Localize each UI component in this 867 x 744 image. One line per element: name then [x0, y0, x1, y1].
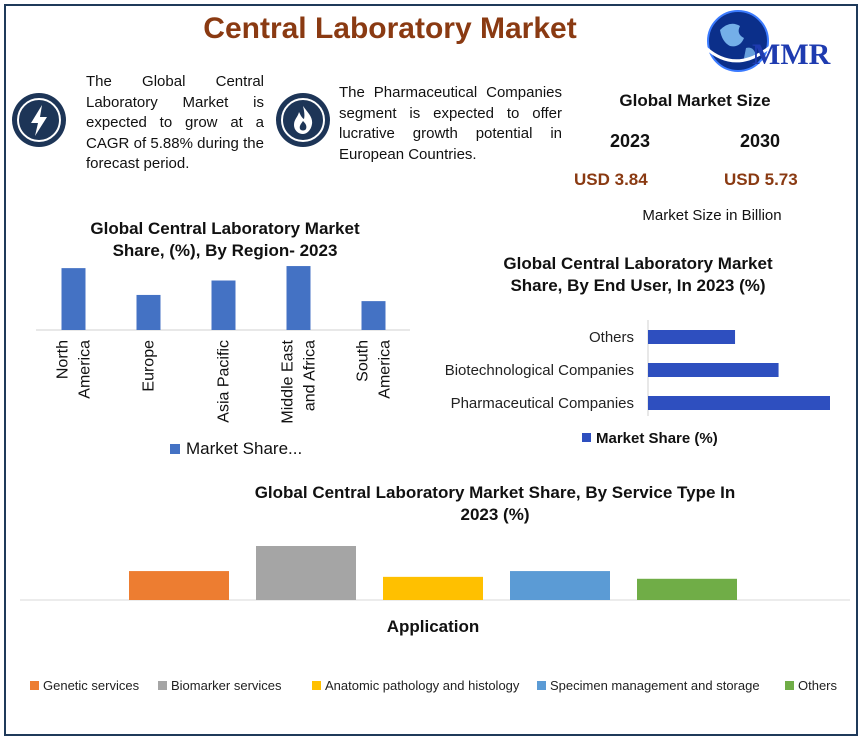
- region-chart: North America Europe Asia Pacific Middle Eas…: [36, 266, 410, 458]
- lightning-icon: [17, 98, 61, 142]
- service-bar-3: [510, 571, 610, 600]
- region-tick-label-0-0: North: [55, 340, 72, 379]
- region-tick-label-4-1: America: [377, 340, 394, 399]
- flame-icon: [281, 98, 325, 142]
- enduser-tick-label-2: Pharmaceutical Companies: [451, 395, 634, 412]
- service-legend-label-2: Anatomic pathology and histology: [325, 678, 520, 693]
- region-tick-label-4-0: South: [355, 340, 372, 382]
- region-tick-label-2-0: Asia Pacific: [216, 340, 233, 423]
- lightning-icon-badge: [12, 93, 66, 147]
- service-legend-swatch-2: [312, 681, 321, 690]
- service-bar-0: [129, 571, 229, 600]
- enduser-chart: Others Biotechnological Companies Pharmace…: [445, 320, 830, 447]
- service-chart-title: Global Central Laboratory Market Share, …: [254, 483, 736, 524]
- region-bar-4: [361, 301, 386, 330]
- enduser-legend-label: Market Share (%): [596, 430, 718, 447]
- enduser-legend-swatch: [582, 433, 591, 442]
- pharma-highlight-text: The Pharmaceutical Companies segment is …: [339, 84, 562, 163]
- service-legend-label-4: Others: [798, 678, 838, 693]
- flame-icon-badge: [276, 93, 330, 147]
- region-bar-1: [136, 294, 161, 330]
- service-legend-label-0: Genetic services: [43, 678, 140, 693]
- page-title: Central Laboratory Market: [203, 12, 577, 45]
- service-legend-swatch-0: [30, 681, 39, 690]
- infographic-frame: [4, 4, 858, 736]
- region-legend-label: Market Share...: [186, 439, 302, 458]
- enduser-bar-1: [648, 363, 779, 377]
- enduser-tick-label-1: Biotechnological Companies: [445, 362, 634, 379]
- region-bar-3: [286, 266, 311, 330]
- region-chart-title: Global Central Laboratory Market Share, …: [90, 219, 360, 260]
- value-2030: USD 5.73: [724, 170, 798, 189]
- service-xlabel: Application: [387, 617, 480, 636]
- service-legend-swatch-4: [785, 681, 794, 690]
- enduser-bar-0: [648, 330, 736, 344]
- year-2030: 2030: [740, 131, 781, 151]
- service-chart: Application Genetic services Biomarker ser…: [20, 546, 850, 693]
- region-tick-label-0-1: America: [77, 340, 94, 399]
- service-legend-swatch-1: [158, 681, 167, 690]
- service-bar-4: [637, 578, 737, 600]
- service-bar-1: [256, 546, 356, 600]
- region-legend-swatch: [170, 444, 180, 454]
- value-2023: USD 3.84: [574, 170, 648, 189]
- market-size-title: Global Market Size: [619, 91, 771, 110]
- enduser-bar-2: [648, 396, 830, 410]
- market-size-unit: Market Size in Billion: [642, 207, 782, 224]
- service-bar-2: [383, 576, 483, 600]
- region-bar-0: [61, 268, 86, 330]
- year-2023: 2023: [610, 131, 651, 151]
- region-bar-2: [211, 280, 236, 330]
- service-legend-swatch-3: [537, 681, 546, 690]
- region-tick-label-3-1: and Africa: [302, 340, 319, 411]
- service-legend-label-3: Specimen management and storage: [550, 678, 760, 693]
- logo-text: MMR: [752, 38, 831, 71]
- service-legend-label-1: Biomarker services: [171, 678, 282, 693]
- enduser-tick-label-0: Others: [589, 329, 634, 346]
- cagr-highlight-text: The Global Central Laboratory Market is …: [86, 73, 264, 172]
- mmr-logo: [705, 10, 782, 72]
- region-tick-label-3-0: Middle East: [280, 339, 297, 423]
- enduser-chart-title: Global Central Laboratory Market Share, …: [503, 254, 773, 295]
- region-tick-label-1-0: Europe: [141, 340, 158, 392]
